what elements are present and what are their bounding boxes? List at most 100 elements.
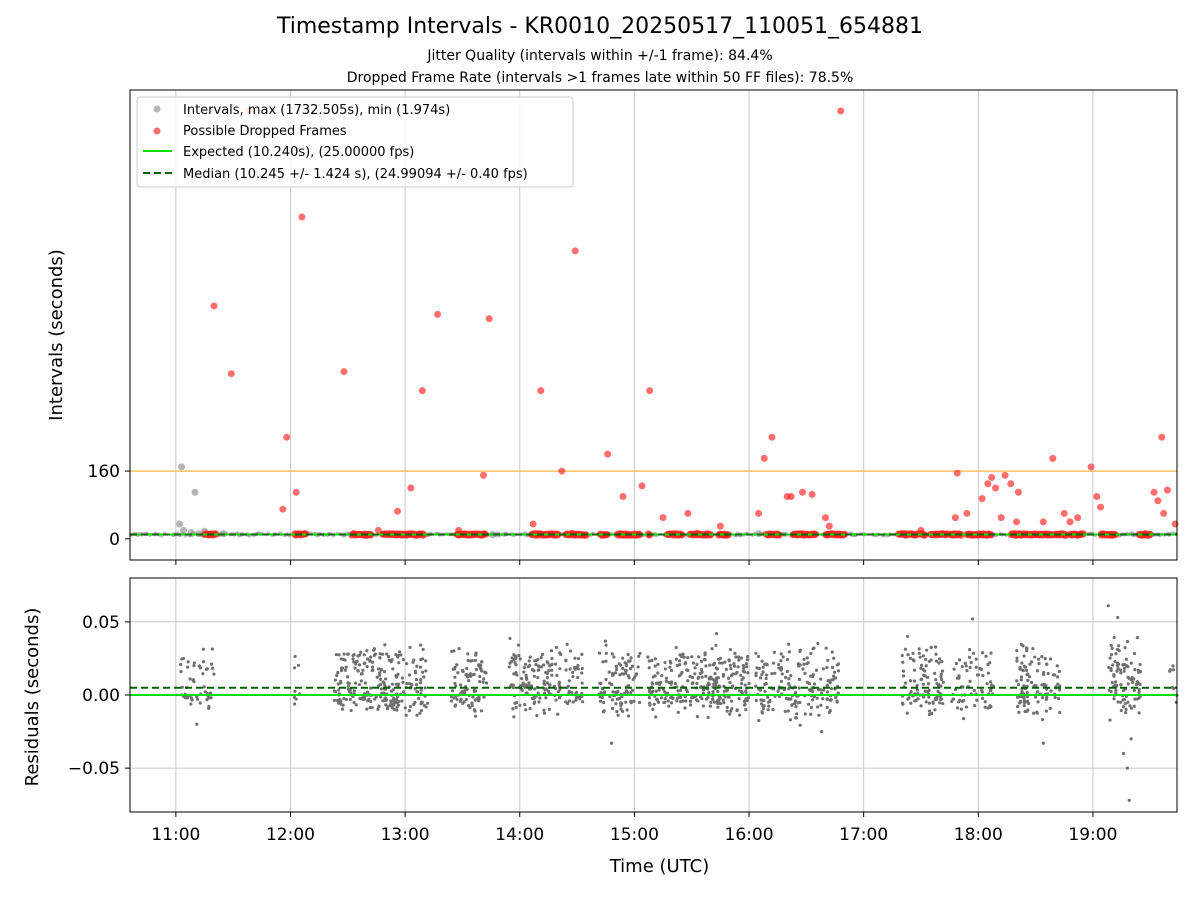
residual-point [1035, 690, 1040, 694]
residual-point [676, 710, 680, 714]
residual-point [335, 673, 339, 677]
residual-point [814, 668, 819, 672]
residual-point [356, 654, 360, 658]
residual-point [787, 681, 791, 686]
residual-point [764, 673, 769, 677]
residual-point [827, 710, 831, 714]
residual-point [934, 652, 938, 656]
residual-point [1168, 669, 1172, 673]
residual-point [571, 670, 575, 675]
residual-point [743, 683, 747, 687]
residual-point [610, 682, 614, 687]
residual-point [473, 714, 478, 718]
residual-point [389, 699, 393, 703]
residual-point [472, 672, 476, 676]
residual-point [576, 675, 580, 680]
residual-point [754, 671, 758, 675]
residual-point [696, 699, 700, 703]
residual-point [631, 677, 635, 682]
residual-point [365, 707, 369, 711]
residual-point [792, 701, 797, 706]
residual-point [963, 661, 967, 665]
residual-point [779, 679, 783, 683]
dropped-frame-point [479, 471, 487, 479]
residual-point [1044, 709, 1048, 713]
residual-point [293, 654, 297, 659]
residual-point [468, 706, 472, 710]
residual-point [1025, 690, 1029, 695]
residual-point [829, 687, 834, 691]
residual-point [940, 669, 945, 673]
residual-point [911, 658, 915, 662]
residual-point [185, 696, 189, 700]
residual-point [346, 675, 350, 679]
residual-point [337, 699, 342, 703]
dropped-frame-point [821, 514, 829, 522]
residual-point [397, 661, 401, 665]
residual-point [925, 648, 929, 652]
residual-point [699, 668, 704, 672]
residual-point [333, 678, 337, 682]
residual-point [426, 701, 430, 705]
residual-point [189, 702, 193, 706]
residual-point [1117, 644, 1121, 648]
residual-point [745, 658, 750, 662]
residual-point [390, 658, 394, 662]
residual-point [798, 663, 802, 667]
residual-point [383, 643, 387, 647]
residual-point [509, 683, 513, 687]
residual-point [1110, 646, 1114, 650]
residual-point [576, 667, 580, 671]
x-tick-label: 13:00 [381, 825, 430, 845]
residual-point [828, 698, 833, 702]
residual-point [570, 691, 574, 695]
residual-point [656, 662, 660, 666]
residual-point [601, 710, 606, 714]
residual-point [567, 679, 571, 683]
residual-point [805, 662, 809, 666]
x-axis-label: Time (UTC) [609, 856, 710, 877]
residual-point [550, 656, 554, 661]
residual-point [568, 667, 572, 671]
dropped-frame-point [760, 454, 768, 462]
residual-point [512, 715, 516, 719]
residual-point [747, 681, 751, 686]
legend-dropped-label: Possible Dropped Frames [183, 124, 347, 139]
residual-point [718, 701, 723, 706]
residual-point [939, 674, 943, 679]
residual-point [722, 701, 726, 705]
residual-point [660, 696, 664, 700]
residual-point [755, 666, 759, 670]
residual-point [656, 681, 660, 685]
residual-point [647, 688, 652, 692]
residuals-y-tick-label: 0.00 [82, 686, 120, 706]
residual-point [547, 669, 551, 673]
residual-point [482, 695, 486, 699]
residual-point [1171, 668, 1175, 672]
residual-point [708, 704, 712, 708]
residual-point [728, 712, 732, 716]
residual-point [1015, 679, 1019, 683]
dropped-frame-point [1066, 518, 1074, 526]
residual-point [465, 675, 470, 679]
residual-point [514, 663, 518, 667]
residual-point [614, 664, 619, 668]
residual-point [573, 656, 577, 660]
residual-point [464, 672, 469, 677]
residual-point [1119, 683, 1123, 687]
residual-point [666, 699, 670, 703]
residual-point [1171, 664, 1175, 668]
residual-point [533, 659, 537, 663]
dropped-frame-point [529, 520, 537, 528]
residual-point [761, 670, 765, 674]
residual-point [1036, 700, 1040, 704]
residual-point [478, 679, 482, 684]
residual-point [536, 668, 540, 672]
residual-point [556, 712, 560, 716]
residual-point [354, 703, 358, 707]
residual-point [789, 673, 793, 678]
residual-point [457, 647, 461, 651]
residual-point [1023, 665, 1028, 669]
residual-point [713, 671, 717, 676]
residual-point [909, 701, 913, 705]
